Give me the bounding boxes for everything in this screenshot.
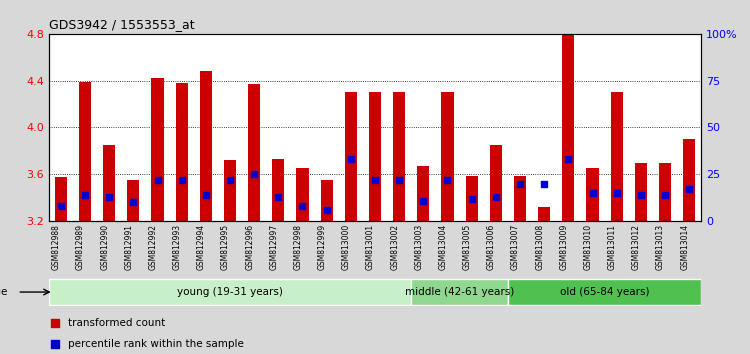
Point xyxy=(466,196,478,201)
Bar xyxy=(248,84,260,221)
Text: GSM813001: GSM813001 xyxy=(366,224,375,270)
Text: GSM812989: GSM812989 xyxy=(76,224,85,270)
Text: GSM812990: GSM812990 xyxy=(100,224,109,270)
Bar xyxy=(411,279,508,305)
Text: GSM812998: GSM812998 xyxy=(293,224,302,270)
Bar xyxy=(659,162,671,221)
Text: GSM813000: GSM813000 xyxy=(342,224,351,270)
Bar xyxy=(490,145,502,221)
Bar xyxy=(103,145,116,221)
Bar xyxy=(200,71,211,221)
Text: GDS3942 / 1553553_at: GDS3942 / 1553553_at xyxy=(49,18,194,31)
Bar xyxy=(272,159,284,221)
Text: GSM812997: GSM812997 xyxy=(269,224,278,270)
Text: GSM812988: GSM812988 xyxy=(52,224,61,270)
Text: GSM813010: GSM813010 xyxy=(584,224,592,270)
Text: transformed count: transformed count xyxy=(68,318,166,328)
Point xyxy=(538,181,550,187)
Point xyxy=(152,177,164,183)
Bar xyxy=(514,176,526,221)
Point xyxy=(369,177,381,183)
Text: percentile rank within the sample: percentile rank within the sample xyxy=(68,339,244,349)
Text: middle (42-61 years): middle (42-61 years) xyxy=(405,287,514,297)
Point xyxy=(490,194,502,200)
Bar xyxy=(296,169,308,221)
Point xyxy=(659,192,671,198)
Text: GSM813008: GSM813008 xyxy=(536,224,544,270)
Bar xyxy=(634,162,646,221)
Point xyxy=(683,187,695,192)
Text: GSM812996: GSM812996 xyxy=(245,224,254,270)
Point xyxy=(514,181,526,187)
Text: GSM813007: GSM813007 xyxy=(511,224,520,270)
Bar xyxy=(320,180,333,221)
Text: GSM813006: GSM813006 xyxy=(487,224,496,270)
Point xyxy=(393,177,405,183)
Point xyxy=(586,190,598,196)
Bar xyxy=(79,82,91,221)
Bar xyxy=(562,35,574,221)
Point xyxy=(224,177,236,183)
Bar xyxy=(442,92,454,221)
Point xyxy=(428,240,440,246)
Text: old (65-84 years): old (65-84 years) xyxy=(560,287,650,297)
Text: GSM813014: GSM813014 xyxy=(680,224,689,270)
Point xyxy=(321,207,333,213)
Text: GSM813004: GSM813004 xyxy=(439,224,448,270)
Point xyxy=(417,198,429,204)
Text: GSM813013: GSM813013 xyxy=(656,224,665,270)
Bar xyxy=(369,92,381,221)
Text: GSM813009: GSM813009 xyxy=(560,224,568,270)
Bar xyxy=(55,177,67,221)
Point xyxy=(128,200,140,205)
Point xyxy=(296,204,308,209)
Text: GSM812999: GSM812999 xyxy=(318,224,327,270)
Text: GSM812994: GSM812994 xyxy=(196,224,206,270)
Bar xyxy=(393,92,405,221)
Point xyxy=(428,45,440,51)
Point xyxy=(634,192,646,198)
Bar xyxy=(128,180,140,221)
Bar xyxy=(538,207,550,221)
Text: age: age xyxy=(0,287,8,297)
Point xyxy=(248,171,260,177)
Text: GSM813011: GSM813011 xyxy=(608,224,616,270)
Point xyxy=(442,177,454,183)
Point xyxy=(272,194,284,200)
Text: GSM813003: GSM813003 xyxy=(414,224,423,270)
Bar xyxy=(466,176,478,221)
Bar xyxy=(586,169,598,221)
Bar xyxy=(508,279,701,305)
Text: GSM812993: GSM812993 xyxy=(172,224,182,270)
Point xyxy=(176,177,188,183)
Text: GSM812992: GSM812992 xyxy=(148,224,158,270)
Text: GSM812995: GSM812995 xyxy=(221,224,230,270)
Point xyxy=(610,190,622,196)
Bar xyxy=(152,78,164,221)
Bar xyxy=(610,92,622,221)
Point xyxy=(55,204,67,209)
Text: young (19-31 years): young (19-31 years) xyxy=(177,287,283,297)
Point xyxy=(345,156,357,162)
Text: GSM812991: GSM812991 xyxy=(124,224,134,270)
Text: GSM813005: GSM813005 xyxy=(463,224,472,270)
Bar xyxy=(224,160,236,221)
Bar xyxy=(345,92,357,221)
Text: GSM813012: GSM813012 xyxy=(632,224,640,270)
Point xyxy=(562,156,574,162)
Bar xyxy=(49,279,411,305)
Bar xyxy=(683,139,695,221)
Bar xyxy=(417,166,429,221)
Point xyxy=(104,194,116,200)
Text: GSM813002: GSM813002 xyxy=(390,224,399,270)
Point xyxy=(79,192,91,198)
Point xyxy=(200,192,211,198)
Bar xyxy=(176,83,188,221)
